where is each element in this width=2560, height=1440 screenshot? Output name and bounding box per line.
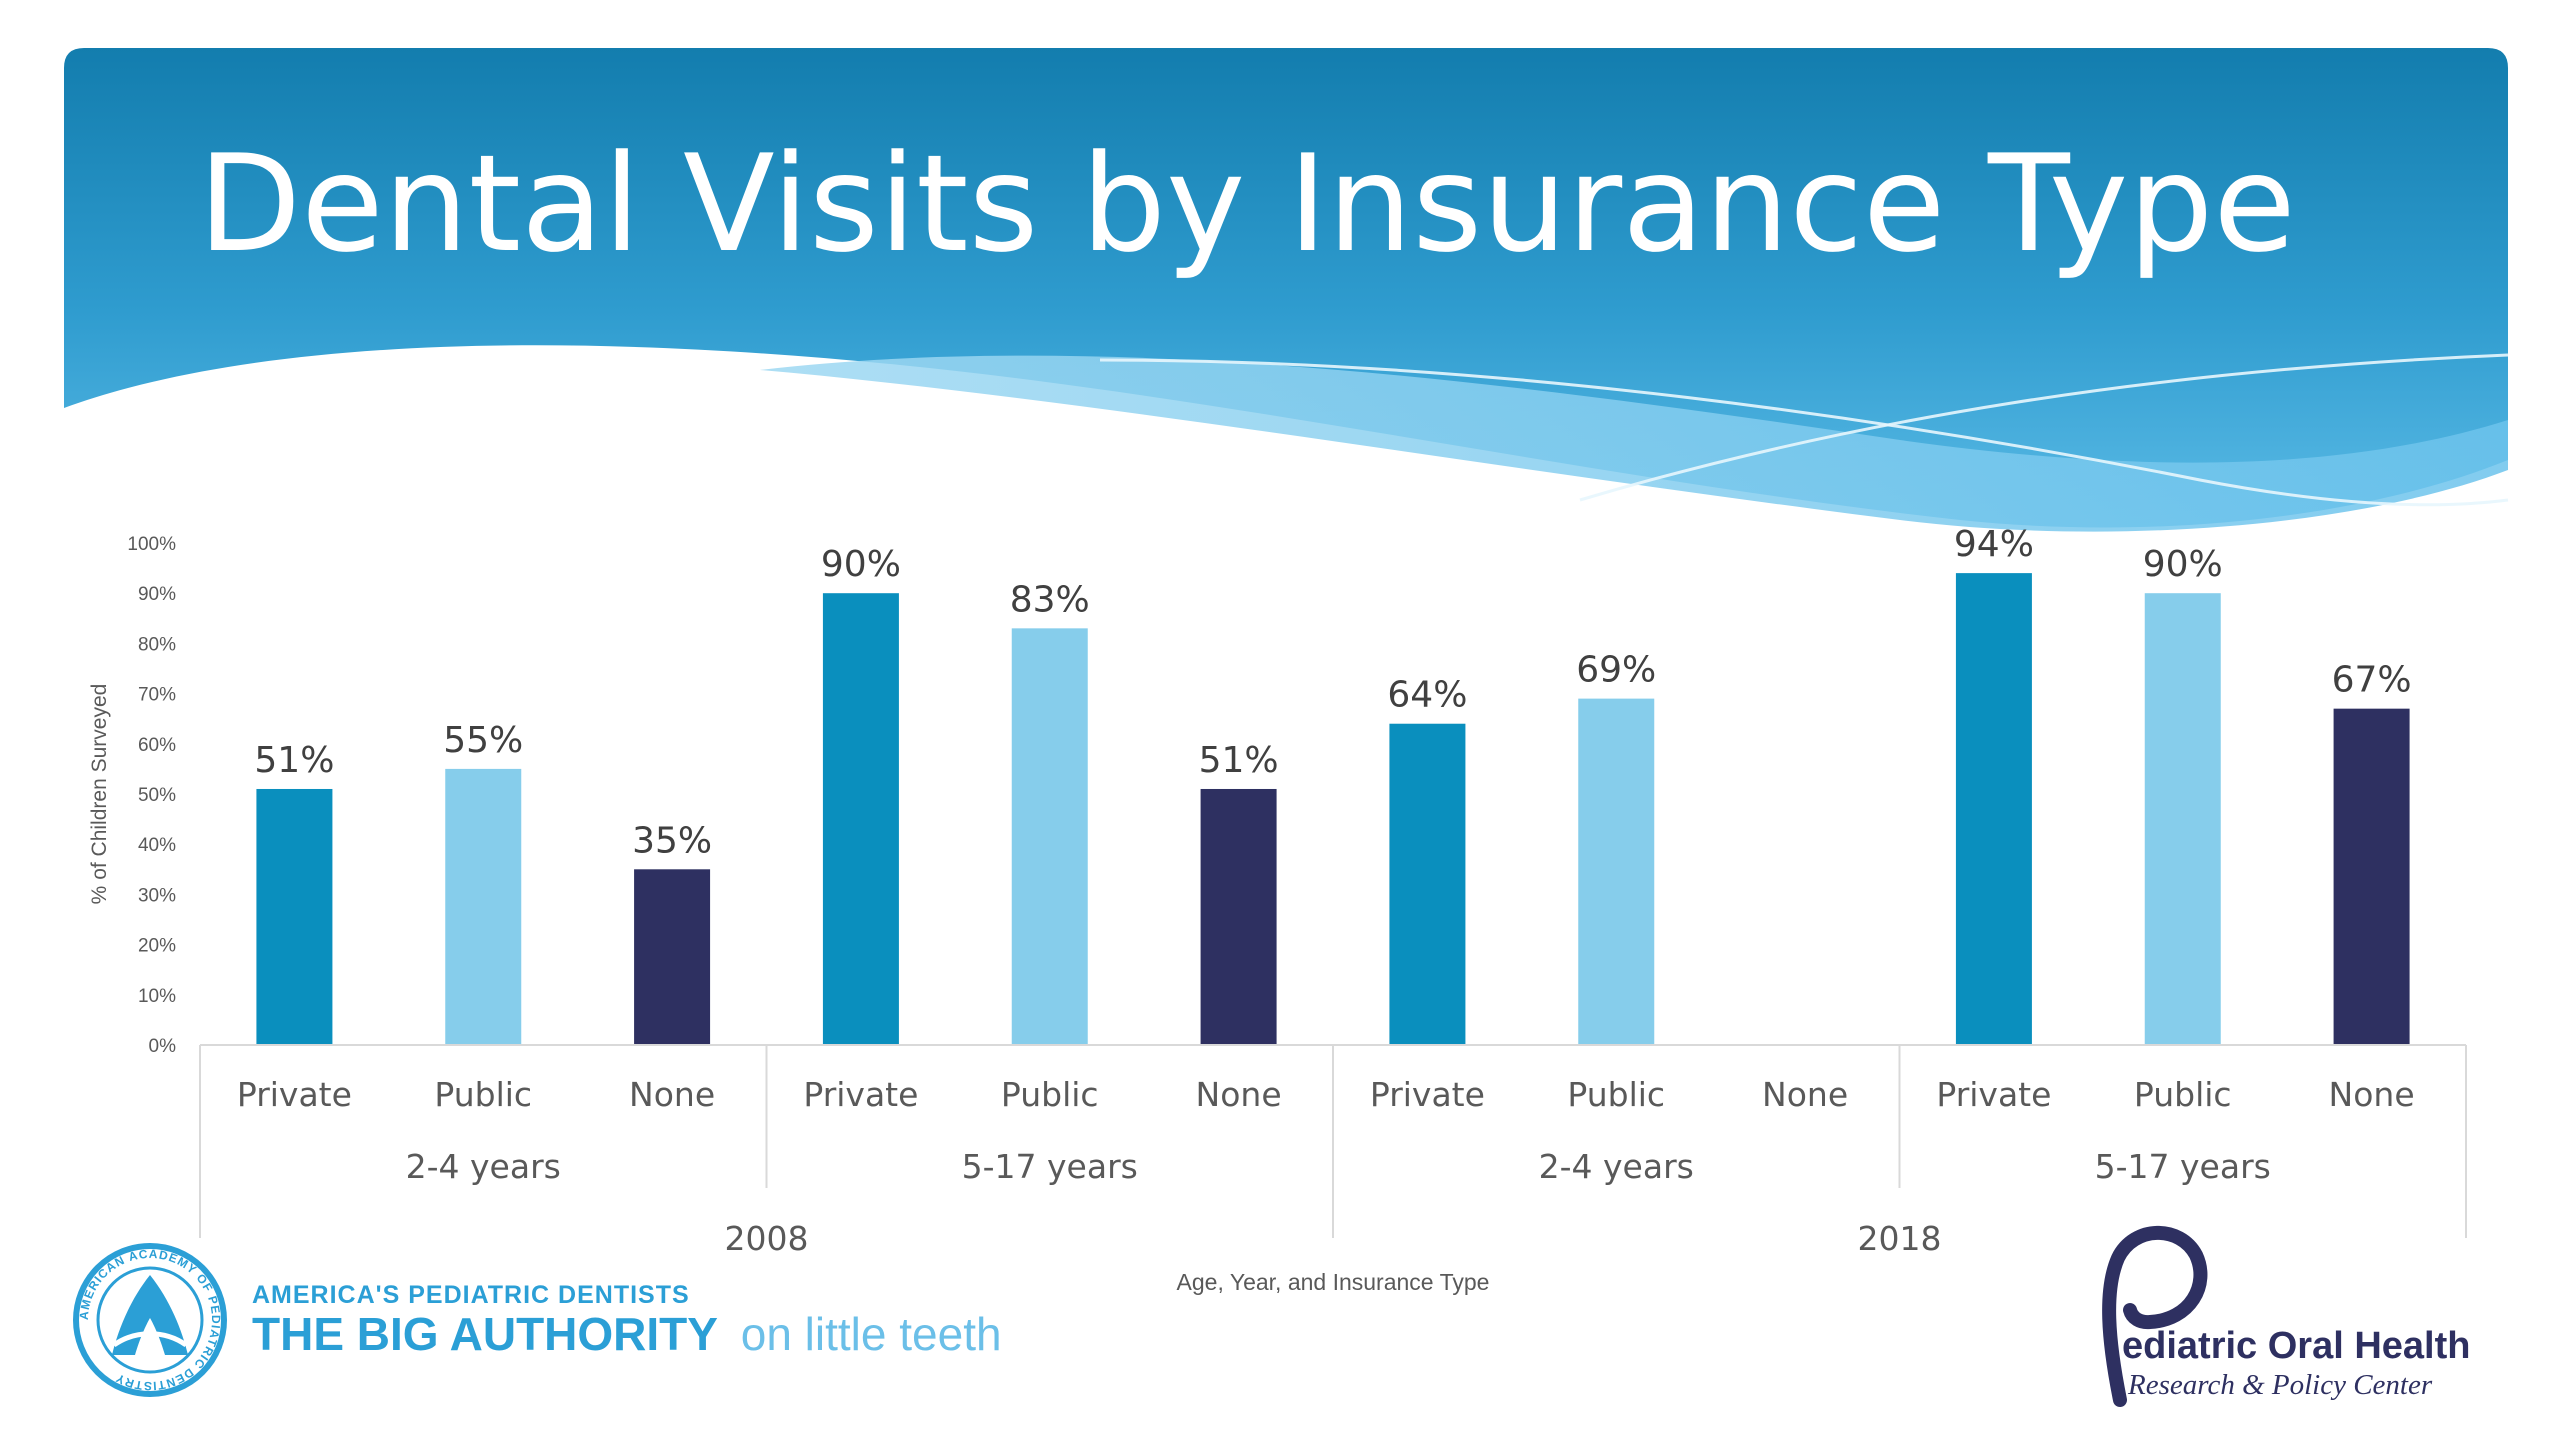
bar xyxy=(1578,698,1655,1045)
bar-data-label: 64% xyxy=(1387,675,1467,716)
bar xyxy=(822,593,899,1045)
age-group-label: 5-17 years xyxy=(962,1147,1138,1186)
year-label: 2018 xyxy=(1858,1219,1942,1258)
age-group-label: 2-4 years xyxy=(1539,1147,1694,1186)
age-group-label: 2-4 years xyxy=(406,1147,561,1186)
y-axis-title: % of Children Surveyed xyxy=(88,684,111,905)
x-tick-label: Private xyxy=(1370,1075,1485,1114)
svg-text:THE BIG AUTHORITY on lit: THE BIG AUTHORITY on little teeth xyxy=(252,1308,1002,1360)
y-tick-label: 80% xyxy=(138,634,176,655)
year-label: 2008 xyxy=(725,1219,809,1258)
aapd-slogan-bold: THE BIG AUTHORITY xyxy=(252,1308,718,1360)
x-tick-label: Public xyxy=(2134,1075,2232,1114)
bar xyxy=(2333,708,2410,1045)
x-tick-label: Public xyxy=(434,1075,532,1114)
aapd-logo: AMERICAN ACADEMY OF PEDIATRIC DENTISTRY … xyxy=(73,1243,1002,1397)
pohrpc-name: ediatric Oral Health xyxy=(2122,1325,2470,1367)
bar xyxy=(634,869,711,1045)
bar xyxy=(1955,573,2032,1045)
bar-data-label: 90% xyxy=(2143,544,2223,585)
x-tick-label: None xyxy=(629,1075,715,1114)
slide-title: Dental Visits by Insurance Type xyxy=(198,126,2296,282)
x-tick-label: None xyxy=(2329,1075,2415,1114)
y-tick-label: 60% xyxy=(138,735,176,756)
pohrpc-logo: ediatric Oral Health Research & Policy C… xyxy=(2102,1225,2470,1407)
bar-data-label: 69% xyxy=(1576,650,1656,691)
bar xyxy=(2144,593,2221,1045)
y-tick-label: 20% xyxy=(138,936,176,957)
aapd-slogan-light: on little teeth xyxy=(741,1308,1002,1360)
x-tick-label: Public xyxy=(1567,1075,1665,1114)
bar xyxy=(1389,723,1466,1045)
y-tick-label: 70% xyxy=(138,685,176,706)
header-banner: Dental Visits by Insurance Type xyxy=(64,48,2509,532)
y-tick-label: 30% xyxy=(138,885,176,906)
y-tick-label: 90% xyxy=(138,584,176,605)
bar-data-label: 83% xyxy=(1010,579,1090,620)
bar-data-label: 51% xyxy=(1199,740,1279,781)
bar-series: 51% 55% 35% 90% 83% 51% 64% 69% 94% 90% 67% xyxy=(254,524,2412,1045)
bar xyxy=(256,788,333,1045)
y-axis: 0% 10% 20% 30% 40% 50% 60% 70% 80% 90% 100% xyxy=(127,534,176,1057)
bar-chart: 0% 10% 20% 30% 40% 50% 60% 70% 80% 90% 100% % of C… xyxy=(88,524,2467,1295)
bar xyxy=(445,768,522,1045)
bar xyxy=(1200,788,1277,1045)
bar xyxy=(1011,628,1088,1045)
bar-data-label: 51% xyxy=(254,740,334,781)
x-tick-label: None xyxy=(1196,1075,1282,1114)
x-tick-label: Public xyxy=(1001,1075,1099,1114)
aapd-tagline: AMERICA'S PEDIATRIC DENTISTS xyxy=(252,1281,690,1309)
x-axis-title: Age, Year, and Insurance Type xyxy=(1177,1269,1490,1295)
p-mark-icon xyxy=(2102,1225,2208,1407)
bar-data-label: 55% xyxy=(443,720,523,761)
x-tick-label: None xyxy=(1762,1075,1848,1114)
bar-data-label: 94% xyxy=(1954,524,2034,565)
x-axis: Private Public None Private Public None Privat… xyxy=(199,1044,2467,1258)
x-tick-label: Private xyxy=(803,1075,918,1114)
x-tick-label: Private xyxy=(237,1075,352,1114)
x-tick-label: Private xyxy=(1936,1075,2051,1114)
bar-data-label: 67% xyxy=(2332,660,2412,701)
y-tick-label: 0% xyxy=(149,1036,177,1057)
y-tick-label: 40% xyxy=(138,835,176,856)
pohrpc-subtitle: Research & Policy Center xyxy=(2127,1369,2433,1401)
bar-data-label: 90% xyxy=(821,544,901,585)
age-group-label: 5-17 years xyxy=(2095,1147,2271,1186)
y-tick-label: 50% xyxy=(138,785,176,806)
y-tick-label: 100% xyxy=(127,534,176,555)
bar-data-label: 35% xyxy=(632,820,712,861)
y-tick-label: 10% xyxy=(138,986,176,1007)
